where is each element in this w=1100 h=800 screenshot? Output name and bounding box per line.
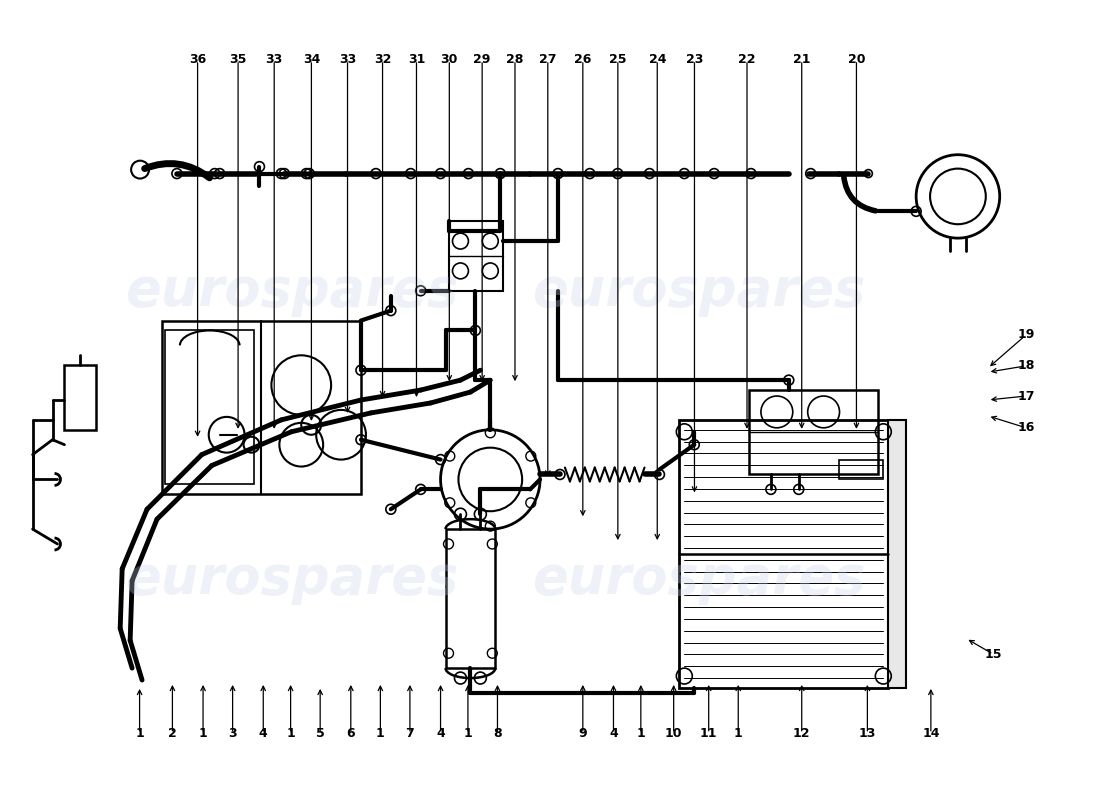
Text: 33: 33	[265, 54, 283, 66]
Text: 32: 32	[374, 54, 392, 66]
Text: 14: 14	[922, 727, 939, 740]
Bar	[449, 222, 503, 290]
Text: 16: 16	[1018, 422, 1035, 434]
Bar	[65, 366, 97, 430]
Bar	[162, 321, 361, 494]
Text: 4: 4	[258, 727, 267, 740]
Text: 31: 31	[408, 54, 426, 66]
Text: 35: 35	[230, 54, 246, 66]
Text: 10: 10	[664, 727, 682, 740]
Bar	[889, 420, 906, 688]
Text: eurospares: eurospares	[532, 265, 866, 317]
Text: 9: 9	[579, 727, 587, 740]
Text: 12: 12	[793, 727, 811, 740]
Text: 26: 26	[574, 54, 592, 66]
Text: 1: 1	[734, 727, 742, 740]
Text: 24: 24	[649, 54, 666, 66]
Text: 1: 1	[135, 727, 144, 740]
Text: 20: 20	[848, 54, 866, 66]
Text: 22: 22	[738, 54, 756, 66]
Text: 1: 1	[376, 727, 385, 740]
Text: 13: 13	[859, 727, 876, 740]
Text: 15: 15	[984, 648, 1002, 661]
Bar	[749, 390, 878, 474]
Text: 27: 27	[539, 54, 557, 66]
Text: 34: 34	[302, 54, 320, 66]
Text: 8: 8	[493, 727, 502, 740]
Text: 28: 28	[506, 54, 524, 66]
Bar	[165, 330, 254, 485]
Text: 25: 25	[609, 54, 627, 66]
Text: 11: 11	[700, 727, 717, 740]
Text: 6: 6	[346, 727, 355, 740]
Text: 29: 29	[473, 54, 491, 66]
Bar	[680, 420, 889, 688]
Text: 3: 3	[229, 727, 236, 740]
Text: 23: 23	[685, 54, 703, 66]
Text: 1: 1	[463, 727, 472, 740]
Text: 33: 33	[339, 54, 356, 66]
Text: 18: 18	[1018, 359, 1035, 372]
Text: eurospares: eurospares	[124, 553, 458, 605]
Text: 36: 36	[189, 54, 206, 66]
Text: 1: 1	[199, 727, 208, 740]
Text: 7: 7	[406, 727, 415, 740]
Text: 30: 30	[441, 54, 458, 66]
Text: 19: 19	[1018, 328, 1035, 342]
Text: 1: 1	[637, 727, 646, 740]
Text: eurospares: eurospares	[124, 265, 458, 317]
Text: eurospares: eurospares	[532, 553, 866, 605]
Text: 21: 21	[793, 54, 811, 66]
Bar	[446, 529, 495, 668]
Text: 17: 17	[1018, 390, 1035, 402]
Text: 4: 4	[437, 727, 444, 740]
Text: 1: 1	[286, 727, 295, 740]
Text: 2: 2	[168, 727, 177, 740]
Text: 5: 5	[316, 727, 324, 740]
Text: 4: 4	[609, 727, 618, 740]
Bar	[838, 459, 883, 479]
